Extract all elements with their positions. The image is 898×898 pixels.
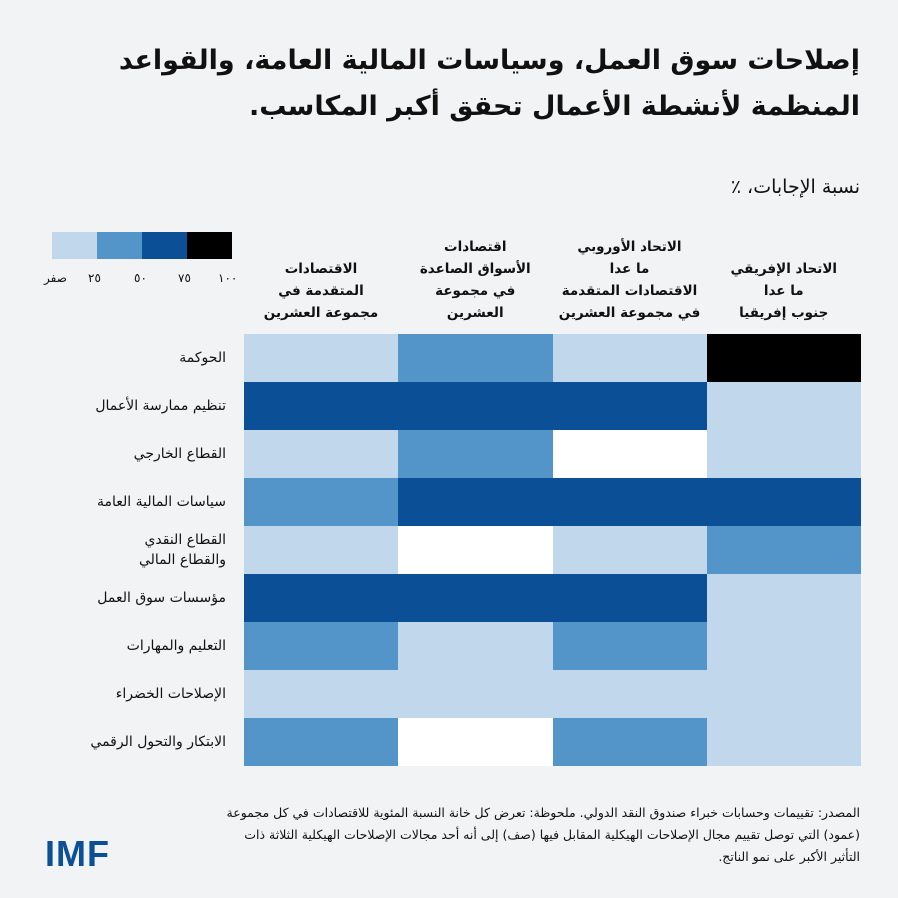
heatmap-cell: [398, 622, 553, 670]
heatmap-cell: [244, 334, 399, 382]
chart-subtitle: نسبة الإجابات، ٪: [730, 176, 860, 198]
heatmap-cell: [244, 718, 399, 766]
heatmap-grid: [244, 334, 861, 766]
column-header: الاتحاد الأوروبي ما عدا الاقتصادات المتقدم…: [558, 239, 701, 321]
heatmap-row: [244, 718, 861, 766]
heatmap-cell: [244, 574, 399, 622]
legend-tick: ٢٥: [88, 271, 101, 285]
legend-tick: ٥٠: [134, 271, 147, 285]
legend-tick: ١٠٠: [218, 271, 238, 285]
row-label: التعليم والمهارات: [126, 638, 226, 654]
chart-title: إصلاحات سوق العمل، وسياسات المالية العام…: [118, 45, 860, 122]
legend-color-bar: [52, 232, 232, 259]
heatmap-cell: [398, 718, 553, 766]
legend-swatch: [52, 232, 97, 259]
legend-tick: صفر: [44, 271, 67, 285]
legend-swatch: [97, 232, 142, 259]
heatmap-cell: [706, 430, 861, 478]
heatmap-cell: [398, 478, 553, 526]
heatmap-row: [244, 670, 861, 718]
column-header: الاتحاد الإفريقي ما عدا جنوب إفريقيا: [730, 261, 838, 321]
heatmap-cell: [398, 574, 553, 622]
heatmap-cell: [552, 526, 707, 574]
row-label: الحوكمة: [179, 350, 226, 366]
heatmap-cell: [244, 622, 399, 670]
column-header: الاقتصادات المتقدمة في مجموعة العشرين: [263, 261, 379, 321]
heatmap-cell: [244, 430, 399, 478]
heatmap-cell: [706, 334, 861, 382]
heatmap-cell: [706, 382, 861, 430]
heatmap-cell: [706, 574, 861, 622]
row-label: الإصلاحات الخضراء: [115, 686, 226, 702]
heatmap-cell: [244, 670, 399, 718]
heatmap-cell: [706, 478, 861, 526]
heatmap-cell: [244, 382, 399, 430]
imf-logo: IMF: [45, 833, 110, 874]
heatmap-row: [244, 526, 861, 574]
row-label: سياسات المالية العامة: [97, 494, 226, 510]
heatmap-row: [244, 334, 861, 382]
heatmap-cell: [552, 622, 707, 670]
heatmap-cell: [706, 526, 861, 574]
heatmap-cell: [398, 526, 553, 574]
legend-tick: ٧٥: [178, 271, 191, 285]
heatmap-cell: [552, 574, 707, 622]
heatmap-row: [244, 478, 861, 526]
heatmap-cell: [552, 718, 707, 766]
heatmap-row: [244, 574, 861, 622]
row-label: تنظيم ممارسة الأعمال: [95, 398, 226, 414]
heatmap-cell: [706, 622, 861, 670]
heatmap-cell: [552, 430, 707, 478]
heatmap-row: [244, 382, 861, 430]
heatmap-cell: [244, 526, 399, 574]
heatmap-cell: [398, 334, 553, 382]
heatmap-cell: [398, 670, 553, 718]
heatmap-cell: [552, 334, 707, 382]
heatmap-cell: [398, 382, 553, 430]
column-header: اقتصادات الأسواق الصاعدة في مجموعة العشرين: [419, 239, 531, 321]
row-label: الابتكار والتحول الرقمي: [90, 734, 226, 750]
heatmap-row: [244, 430, 861, 478]
row-label: مؤسسات سوق العمل: [97, 590, 226, 606]
row-label: القطاع الخارجي: [133, 446, 226, 462]
heatmap-cell: [706, 670, 861, 718]
heatmap-cell: [552, 670, 707, 718]
row-label: القطاع النقدي والقطاع المالي: [138, 532, 226, 568]
source-note: المصدر: تقييمات وحسابات خبراء صندوق النق…: [226, 805, 860, 864]
heatmap-row: [244, 622, 861, 670]
legend-swatch: [142, 232, 187, 259]
heatmap-cell: [706, 718, 861, 766]
heatmap-cell: [398, 430, 553, 478]
heatmap-cell: [552, 478, 707, 526]
legend-swatch: [187, 232, 232, 259]
legend-ticks: صفر ٢٥ ٥٠ ٧٥ ١٠٠: [44, 271, 237, 291]
heatmap-cell: [552, 382, 707, 430]
color-legend: صفر ٢٥ ٥٠ ٧٥ ١٠٠: [44, 232, 237, 291]
heatmap-cell: [244, 478, 399, 526]
